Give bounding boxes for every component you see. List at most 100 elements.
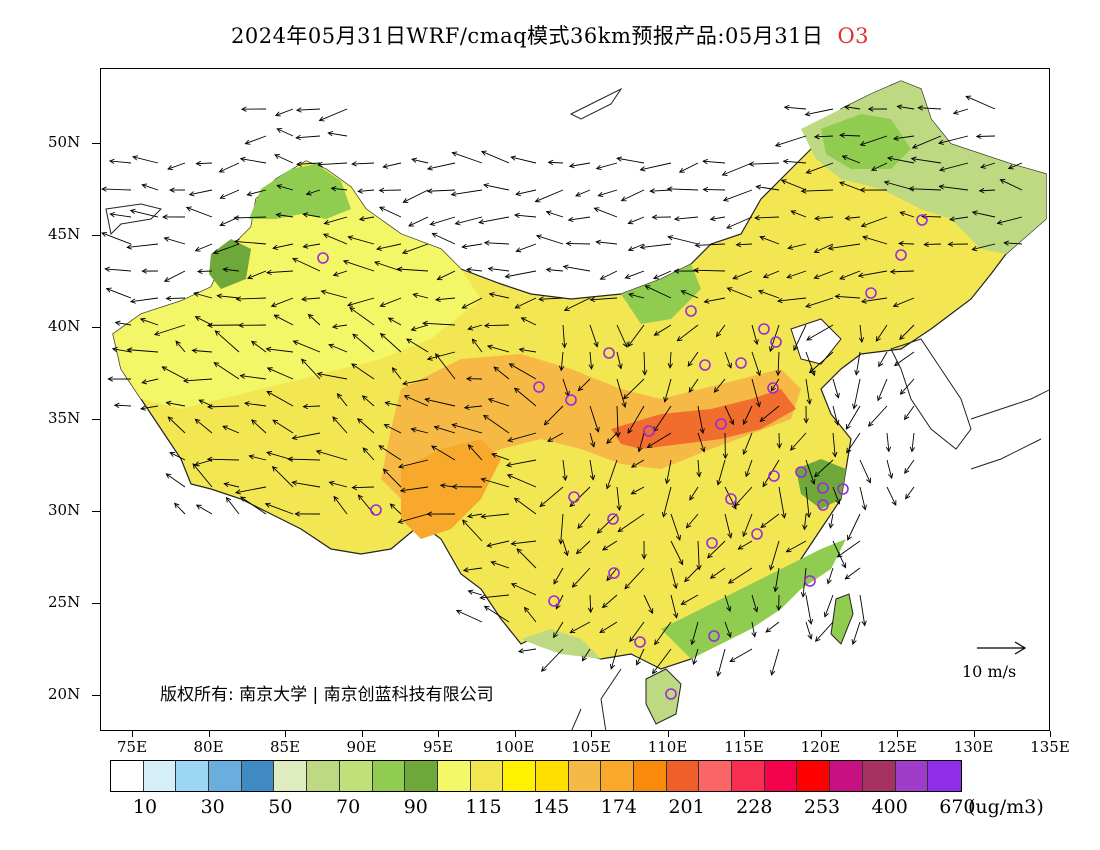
wind-arrow bbox=[760, 513, 780, 528]
city-marker[interactable] bbox=[758, 323, 770, 335]
wind-arrow bbox=[679, 162, 699, 173]
wind-arrowhead bbox=[435, 353, 441, 359]
wind-arrowhead bbox=[599, 627, 606, 633]
wind-arrow bbox=[847, 513, 861, 541]
city-marker[interactable] bbox=[837, 483, 849, 495]
wind-arrowhead bbox=[835, 498, 841, 505]
wind-arrowhead bbox=[616, 156, 623, 162]
city-marker[interactable] bbox=[770, 336, 782, 348]
wind-arrow bbox=[226, 497, 240, 515]
wind-arrowhead bbox=[483, 605, 490, 611]
wind-arrowhead bbox=[351, 161, 357, 167]
wind-arrow bbox=[563, 266, 591, 272]
city-marker[interactable] bbox=[603, 347, 615, 359]
city-marker[interactable] bbox=[708, 630, 720, 642]
wind-arrow bbox=[590, 297, 618, 301]
city-marker[interactable] bbox=[735, 357, 747, 369]
wind-arrowhead bbox=[891, 500, 897, 506]
wind-arrow bbox=[468, 444, 483, 461]
wind-arrowhead bbox=[843, 104, 850, 110]
wind-arrowhead bbox=[696, 564, 702, 571]
wind-arrowhead bbox=[568, 163, 575, 169]
wind-arrow bbox=[589, 459, 594, 480]
wind-arrow bbox=[697, 459, 700, 477]
wind-arrowhead bbox=[323, 219, 330, 225]
city-marker[interactable] bbox=[804, 575, 816, 587]
lon-label: 135E bbox=[1030, 738, 1070, 756]
wind-arrow bbox=[337, 393, 348, 407]
city-marker[interactable] bbox=[608, 567, 620, 579]
city-marker[interactable] bbox=[795, 466, 807, 478]
lon-label: 90E bbox=[346, 738, 377, 756]
wind-arrow bbox=[589, 405, 599, 432]
wind-arrow bbox=[572, 567, 591, 588]
wind-arrowhead bbox=[233, 215, 239, 221]
wind-arrow bbox=[106, 288, 132, 299]
wind-arrow bbox=[697, 405, 704, 434]
wind-arrow bbox=[183, 378, 213, 382]
wind-arrowhead bbox=[760, 522, 767, 529]
city-marker[interactable] bbox=[607, 513, 619, 525]
wind-arrow bbox=[769, 324, 780, 352]
wind-arrowhead bbox=[490, 560, 497, 566]
wind-arrowhead bbox=[383, 424, 390, 429]
wind-arrow bbox=[805, 621, 812, 640]
city-marker[interactable] bbox=[865, 287, 877, 299]
legend-swatch bbox=[372, 761, 406, 791]
city-marker[interactable] bbox=[548, 595, 560, 607]
city-marker[interactable] bbox=[565, 394, 577, 406]
wind-arrowhead bbox=[661, 511, 668, 518]
wind-arrow bbox=[871, 162, 888, 171]
wind-arrowhead bbox=[734, 500, 740, 507]
wind-arrow bbox=[578, 378, 591, 391]
wind-arrow bbox=[516, 243, 537, 252]
city-marker[interactable] bbox=[533, 381, 545, 393]
wind-arrowhead bbox=[331, 323, 338, 330]
city-marker[interactable] bbox=[725, 493, 737, 505]
wind-arrowhead bbox=[755, 370, 761, 377]
wind-arrowhead bbox=[742, 531, 748, 538]
wind-arrow bbox=[980, 162, 996, 168]
wind-arrowhead bbox=[294, 511, 300, 517]
city-marker[interactable] bbox=[767, 382, 779, 394]
wind-arrow bbox=[479, 216, 510, 223]
city-marker[interactable] bbox=[643, 425, 655, 437]
city-marker[interactable] bbox=[751, 528, 763, 540]
city-marker[interactable] bbox=[634, 636, 646, 648]
city-marker[interactable] bbox=[916, 214, 928, 226]
city-marker[interactable] bbox=[699, 359, 711, 371]
legend-swatch bbox=[274, 761, 308, 791]
wind-arrow bbox=[251, 419, 267, 434]
legend-swatch bbox=[764, 761, 798, 791]
wind-arrow bbox=[939, 162, 969, 171]
wind-arrow bbox=[781, 179, 807, 191]
city-marker[interactable] bbox=[817, 499, 829, 511]
city-marker[interactable] bbox=[768, 470, 780, 482]
wind-arrowhead bbox=[316, 371, 323, 377]
wind-arrow bbox=[392, 367, 402, 380]
city-marker[interactable] bbox=[895, 249, 907, 261]
wind-arrowhead bbox=[590, 441, 596, 448]
wind-arrowhead bbox=[996, 219, 1003, 225]
wind-arrow bbox=[317, 162, 348, 166]
wind-arrowhead bbox=[402, 380, 408, 386]
wind-arrowhead bbox=[601, 602, 608, 609]
city-marker[interactable] bbox=[370, 504, 382, 516]
city-marker[interactable] bbox=[715, 418, 727, 430]
wind-arrowhead bbox=[866, 477, 872, 484]
wind-arrow bbox=[142, 378, 159, 384]
city-marker[interactable] bbox=[706, 537, 718, 549]
aral-coast bbox=[105, 203, 162, 236]
wind-arrowhead bbox=[790, 210, 797, 216]
city-marker[interactable] bbox=[317, 252, 329, 264]
city-marker[interactable] bbox=[665, 688, 677, 700]
wind-arrow bbox=[462, 297, 483, 309]
wind-arrowhead bbox=[620, 196, 627, 202]
wind-arrow bbox=[852, 621, 861, 645]
city-marker[interactable] bbox=[685, 305, 697, 317]
city-marker[interactable] bbox=[568, 491, 580, 503]
forecast-map[interactable] bbox=[100, 68, 1050, 731]
wind-arrow bbox=[493, 366, 510, 380]
city-marker[interactable] bbox=[817, 482, 829, 494]
wind-arrow bbox=[625, 270, 645, 279]
